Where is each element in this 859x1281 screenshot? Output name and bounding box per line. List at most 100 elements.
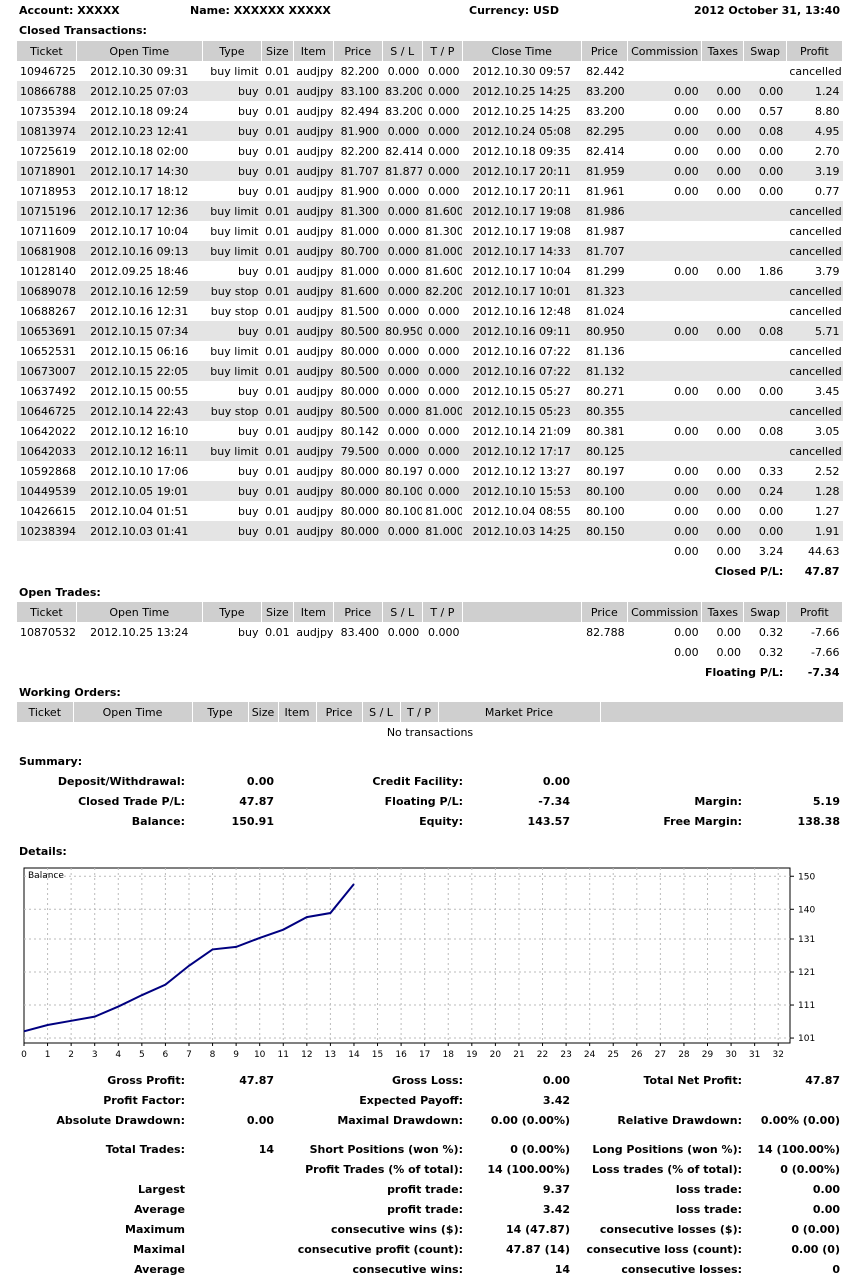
table-cell xyxy=(743,281,787,301)
table-cell: 81.300 xyxy=(425,224,463,238)
closed-pl-value: 47.87 xyxy=(239,795,274,808)
table-cell: 0.00 xyxy=(627,321,702,341)
table-cell: 2012.10.17 10:04 xyxy=(472,264,571,278)
closed-transactions-title: Closed Transactions: xyxy=(19,24,147,37)
table-cell xyxy=(382,561,422,581)
pl-value: 47.87 xyxy=(804,564,840,578)
credit-value: 0.00 xyxy=(542,775,570,788)
table-cell: 0.01 xyxy=(265,104,290,118)
table-cell: 81.000 xyxy=(340,264,380,278)
table-cell: 0.01 xyxy=(265,224,290,238)
totals-row: 0.00 0.00 0.32 -7.66 xyxy=(17,642,843,662)
stat-value: 47.87 xyxy=(805,1074,840,1087)
table-cell: 0.77 xyxy=(815,184,840,198)
x-tick-label: 20 xyxy=(490,1050,502,1060)
stat-value: 3.42 xyxy=(542,1203,570,1216)
table-cell: 0.00 xyxy=(674,625,699,639)
x-tick-label: 24 xyxy=(584,1050,596,1060)
x-tick-label: 31 xyxy=(749,1050,760,1060)
table-cell: 0.000 xyxy=(427,104,460,118)
table-cell: 2012.10.10 17:06 xyxy=(90,464,189,478)
table-cell: 0.000 xyxy=(387,344,420,358)
empty-row: No transactions xyxy=(17,722,843,742)
stat-label: consecutive losses: xyxy=(621,1263,742,1276)
table-cell: buy xyxy=(202,161,262,181)
table-row: 10646725 2012.10.14 22:43 buy stop 0.01 audj… xyxy=(17,401,843,421)
table-cell: 2012.10.25 14:25 xyxy=(472,104,571,118)
table-cell: 2012.10.15 06:16 xyxy=(90,344,189,358)
table-cell xyxy=(422,662,462,682)
table-cell: 2012.10.16 12:48 xyxy=(472,304,571,318)
table-row: 10426615 2012.10.04 01:51 buy 0.01 audjpy 80.… xyxy=(17,501,843,521)
total-cell: -7.66 xyxy=(811,645,840,659)
free-margin-label: Free Margin: xyxy=(663,815,742,828)
x-tick-label: 4 xyxy=(115,1050,121,1060)
column-header: S / L xyxy=(382,602,423,622)
y-tick-label: 121 xyxy=(798,968,815,978)
stat-label: Relative Drawdown: xyxy=(617,1114,742,1127)
table-row: 10128140 2012.09.25 18:46 buy 0.01 audjpy 81.… xyxy=(17,261,843,281)
free-margin-value: 138.38 xyxy=(797,815,840,828)
table-cell: 80.100 xyxy=(586,504,625,518)
margin-value: 5.19 xyxy=(812,795,840,808)
table-cell: 0.00 xyxy=(701,121,744,141)
table-cell: 0.00 xyxy=(758,184,784,198)
stat-value: 3.42 xyxy=(542,1094,570,1107)
column-header: Price xyxy=(581,602,629,622)
table-cell: 0.000 xyxy=(382,401,423,421)
table-cell: 0.00 xyxy=(716,504,741,518)
equity-value: 143.57 xyxy=(527,815,570,828)
table-cell xyxy=(702,301,744,321)
table-cell: 0.00 xyxy=(743,521,787,541)
table-cell: 0.000 xyxy=(382,521,423,541)
stat-label: Maximum xyxy=(125,1223,185,1236)
table-cell xyxy=(293,662,333,682)
table-cell: 0.00 xyxy=(627,81,702,101)
table-cell: 0.000 xyxy=(382,441,423,461)
table-cell: buy xyxy=(238,104,259,118)
stat-value: 47.87 xyxy=(239,1074,274,1087)
table-cell: 0.00 xyxy=(674,504,699,518)
column-header: Item xyxy=(278,702,317,722)
table-cell: 3.19 xyxy=(786,161,843,181)
x-tick-label: 3 xyxy=(92,1050,98,1060)
table-cell: 0.00 xyxy=(716,625,741,639)
table-cell: 0.000 xyxy=(427,464,460,478)
stat-label: Average xyxy=(134,1263,185,1276)
column-header: Profit xyxy=(786,41,844,61)
table-cell: 0.00 xyxy=(716,104,741,118)
table-cell xyxy=(744,301,786,321)
table-cell: audjpy xyxy=(293,521,334,541)
balance-label: Balance: xyxy=(131,815,185,828)
table-cell: buy xyxy=(238,504,259,518)
table-cell: 1.86 xyxy=(758,264,784,278)
column-header: Size xyxy=(261,41,294,61)
table-cell: 80.000 xyxy=(340,464,380,478)
x-tick-label: 17 xyxy=(419,1050,430,1060)
table-cell: 81.600 xyxy=(422,201,463,221)
table-cell: 80.950 xyxy=(382,321,423,341)
table-cell: 10711609 xyxy=(20,224,76,238)
x-tick-label: 8 xyxy=(210,1050,216,1060)
table-cell xyxy=(743,441,787,461)
stat-value: 0.00 xyxy=(246,1114,274,1127)
table-cell: 0.01 xyxy=(261,201,294,221)
table-row: 10715196 2012.10.17 12:36 buy limit 0.01 aud… xyxy=(17,201,843,221)
x-tick-label: 13 xyxy=(325,1050,336,1060)
stat-value: 14 xyxy=(554,1263,570,1276)
table-cell: 2012.10.10 15:53 xyxy=(462,481,582,501)
table-cell: 1.91 xyxy=(786,521,843,541)
table-cell: 2012.10.04 01:51 xyxy=(90,504,189,518)
x-tick-label: 32 xyxy=(772,1050,783,1060)
details-title: Details: xyxy=(19,845,67,858)
column-header: Commission xyxy=(627,41,703,61)
stat-label: Loss trades (% of total): xyxy=(591,1163,742,1176)
stat-label: Total Net Profit: xyxy=(643,1074,743,1087)
table-cell: 0.00 xyxy=(716,384,741,398)
table-cell: 82.788 xyxy=(586,625,625,639)
table-cell: 80.000 xyxy=(340,384,380,398)
table-row: 10592868 2012.10.10 17:06 buy 0.01 audjpy 80.… xyxy=(17,461,843,481)
total-cell: 0.32 xyxy=(758,645,784,659)
